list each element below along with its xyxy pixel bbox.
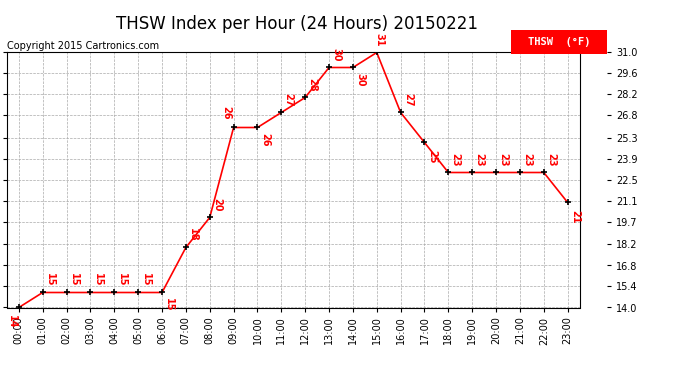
Text: 30: 30	[331, 48, 342, 62]
Text: 26: 26	[260, 134, 270, 147]
Text: 27: 27	[284, 93, 294, 106]
Text: 23: 23	[546, 153, 556, 166]
Text: 15: 15	[117, 273, 127, 286]
Text: 25: 25	[427, 150, 437, 164]
Text: 15: 15	[141, 273, 150, 286]
Text: 20: 20	[212, 198, 222, 211]
Text: 15: 15	[92, 273, 103, 286]
Text: THSW Index per Hour (24 Hours) 20150221: THSW Index per Hour (24 Hours) 20150221	[116, 15, 477, 33]
Text: 27: 27	[403, 93, 413, 106]
Text: 28: 28	[308, 78, 317, 92]
Text: 15: 15	[69, 273, 79, 286]
Text: 15: 15	[45, 273, 55, 286]
Text: 21: 21	[570, 210, 580, 224]
Text: 14: 14	[7, 315, 17, 328]
Text: 26: 26	[221, 106, 232, 120]
Text: 23: 23	[498, 153, 509, 166]
Text: 15: 15	[164, 298, 175, 312]
Text: 30: 30	[355, 74, 365, 87]
Text: 23: 23	[475, 153, 484, 166]
Text: 23: 23	[451, 153, 461, 166]
Text: 23: 23	[522, 153, 532, 166]
Text: Copyright 2015 Cartronics.com: Copyright 2015 Cartronics.com	[7, 41, 159, 51]
Text: THSW  (°F): THSW (°F)	[528, 37, 590, 47]
Text: 18: 18	[188, 228, 198, 242]
Text: 31: 31	[375, 33, 384, 46]
